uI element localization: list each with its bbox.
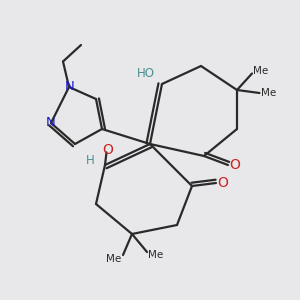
- Text: H: H: [85, 154, 94, 167]
- Text: Me: Me: [106, 254, 122, 265]
- Text: O: O: [217, 176, 228, 190]
- Text: Me: Me: [254, 65, 268, 76]
- Text: N: N: [46, 116, 55, 129]
- Text: N: N: [65, 80, 74, 93]
- Text: O: O: [103, 143, 113, 157]
- Text: O: O: [229, 158, 240, 172]
- Text: Me: Me: [261, 88, 276, 98]
- Text: Me: Me: [148, 250, 164, 260]
- Text: HO: HO: [136, 67, 154, 80]
